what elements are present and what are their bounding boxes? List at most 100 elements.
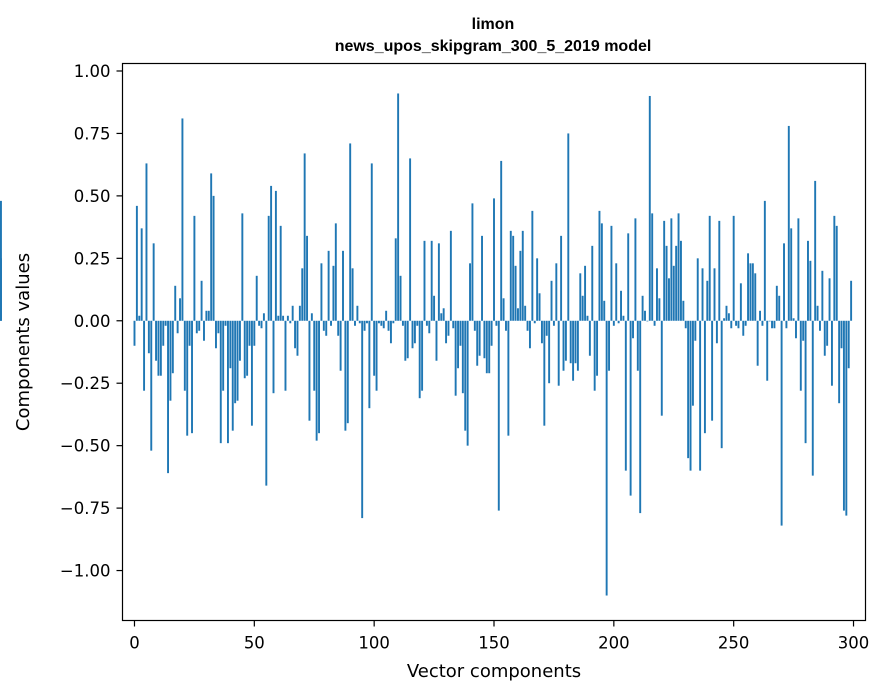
bar — [485, 320, 488, 374]
bar — [761, 320, 764, 326]
bar — [617, 320, 620, 324]
y-axis-ticks: 1.00 0.75 0.50 0.25 0.00 −0.25 −0.50 −0.75 −1.00 — [60, 62, 123, 581]
bar — [286, 315, 289, 321]
bar — [545, 320, 548, 336]
bar — [421, 320, 424, 391]
bar — [308, 320, 311, 421]
bar — [588, 320, 591, 356]
x-tick-label: 0 — [129, 634, 140, 653]
bar — [397, 93, 400, 321]
bar — [792, 318, 795, 321]
bar — [538, 293, 541, 321]
bar — [598, 210, 601, 321]
bar — [200, 280, 203, 321]
bar — [143, 320, 146, 391]
bar — [775, 285, 778, 321]
bar — [653, 320, 656, 326]
bar — [346, 320, 349, 424]
chart-subtitle: news_upos_skipgram_300_5_2019 model — [335, 38, 652, 55]
bar — [145, 163, 148, 321]
x-tick-label: 150 — [478, 634, 510, 653]
bar — [416, 320, 419, 326]
bar — [138, 315, 141, 321]
bar — [778, 295, 781, 321]
bar — [433, 295, 436, 321]
bar — [507, 320, 510, 436]
y-tick-label: 0.50 — [74, 187, 111, 206]
bar — [727, 313, 730, 321]
bar — [768, 320, 771, 322]
bar — [375, 320, 378, 391]
bar — [548, 320, 551, 384]
bar — [282, 315, 285, 321]
bar — [622, 315, 625, 321]
bar — [605, 320, 608, 596]
bar — [610, 225, 613, 321]
bar — [766, 320, 769, 381]
bar — [615, 263, 618, 321]
bar — [162, 320, 165, 346]
bar — [646, 320, 649, 322]
bar — [267, 215, 270, 321]
bar — [840, 320, 843, 349]
bar — [363, 320, 366, 331]
bar — [612, 320, 615, 326]
bar — [797, 218, 800, 321]
bar — [387, 320, 390, 331]
bar — [763, 200, 766, 321]
bar — [780, 320, 783, 526]
bar — [366, 320, 368, 324]
bar — [828, 278, 831, 321]
bar — [253, 320, 256, 346]
bar — [181, 118, 184, 321]
bar — [176, 320, 179, 334]
bar — [159, 320, 162, 376]
bar — [677, 213, 680, 321]
bar — [219, 320, 222, 444]
bar — [418, 320, 421, 399]
bar — [147, 320, 150, 354]
y-tick-label: 0.75 — [74, 124, 111, 143]
bar — [354, 320, 356, 326]
bar — [821, 270, 824, 321]
bar — [294, 320, 297, 349]
bar — [152, 243, 155, 321]
bar — [140, 228, 143, 321]
bar — [804, 320, 807, 444]
y-tick-label: −0.25 — [60, 374, 111, 393]
bar — [785, 320, 788, 329]
bar — [231, 320, 234, 431]
bar — [351, 268, 354, 321]
x-tick-label: 200 — [598, 634, 630, 653]
bar — [447, 320, 450, 336]
bar — [684, 320, 687, 329]
bar — [720, 320, 723, 449]
bar — [641, 295, 644, 321]
plot-area-frame — [121, 62, 867, 622]
bar — [550, 280, 553, 321]
bar — [430, 240, 433, 321]
bar — [339, 320, 342, 371]
bar — [543, 320, 546, 426]
bar — [749, 263, 752, 321]
bar — [370, 163, 373, 321]
bar — [198, 320, 201, 331]
bar — [826, 320, 829, 346]
bar — [783, 243, 785, 321]
bar — [569, 320, 572, 364]
x-axis-label: Vector components — [407, 661, 581, 682]
bar — [171, 320, 174, 374]
bar — [497, 320, 500, 511]
bar — [435, 320, 438, 361]
bar — [711, 320, 714, 421]
bar — [191, 320, 193, 434]
bar — [464, 320, 467, 431]
bar — [157, 320, 160, 376]
bar — [737, 320, 740, 329]
bar — [382, 320, 385, 329]
bar — [428, 320, 431, 334]
bar — [260, 320, 263, 329]
bar-series — [0, 93, 853, 596]
bar — [493, 198, 495, 321]
bar — [135, 205, 138, 321]
